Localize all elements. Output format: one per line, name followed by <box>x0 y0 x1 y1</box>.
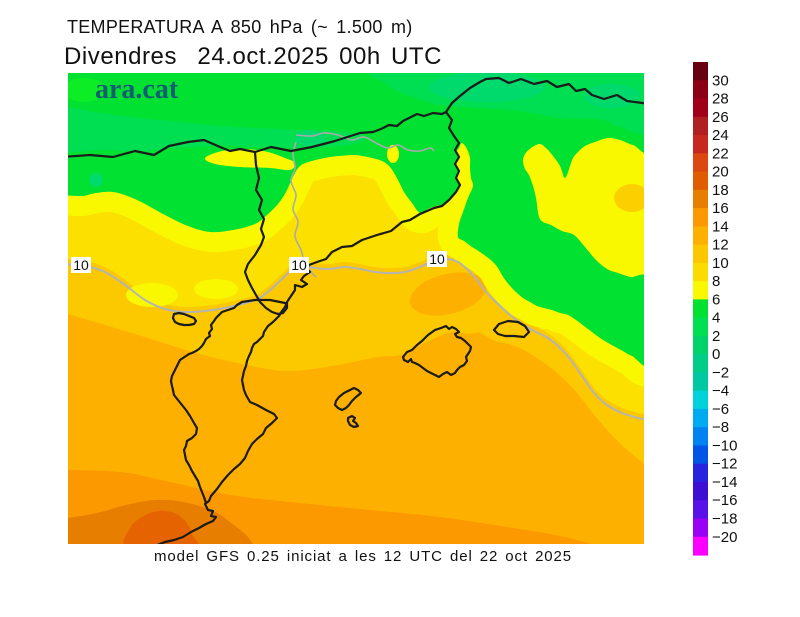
svg-text:−6: −6 <box>712 401 729 418</box>
svg-text:18: 18 <box>712 182 729 199</box>
svg-text:24: 24 <box>712 127 729 144</box>
svg-text:4: 4 <box>712 310 720 327</box>
svg-text:22: 22 <box>712 145 729 162</box>
svg-text:12: 12 <box>712 237 729 254</box>
svg-text:10: 10 <box>291 257 307 273</box>
svg-text:−20: −20 <box>712 529 737 546</box>
svg-text:−12: −12 <box>712 456 737 473</box>
svg-text:20: 20 <box>712 164 729 181</box>
svg-text:8: 8 <box>712 273 720 290</box>
svg-text:−8: −8 <box>712 419 729 436</box>
svg-text:30: 30 <box>712 72 729 89</box>
svg-text:−18: −18 <box>712 511 737 528</box>
svg-text:28: 28 <box>712 91 729 108</box>
svg-text:16: 16 <box>712 200 729 217</box>
svg-text:−10: −10 <box>712 438 737 455</box>
svg-text:2: 2 <box>712 328 720 345</box>
svg-text:26: 26 <box>712 109 729 126</box>
svg-text:−4: −4 <box>712 383 729 400</box>
svg-text:−16: −16 <box>712 492 737 509</box>
svg-text:10: 10 <box>429 251 445 267</box>
svg-text:−14: −14 <box>712 474 737 491</box>
svg-text:6: 6 <box>712 291 720 308</box>
svg-text:14: 14 <box>712 218 729 235</box>
svg-text:10: 10 <box>73 257 89 273</box>
svg-text:0: 0 <box>712 346 720 363</box>
svg-text:−2: −2 <box>712 364 729 381</box>
svg-text:10: 10 <box>712 255 729 272</box>
